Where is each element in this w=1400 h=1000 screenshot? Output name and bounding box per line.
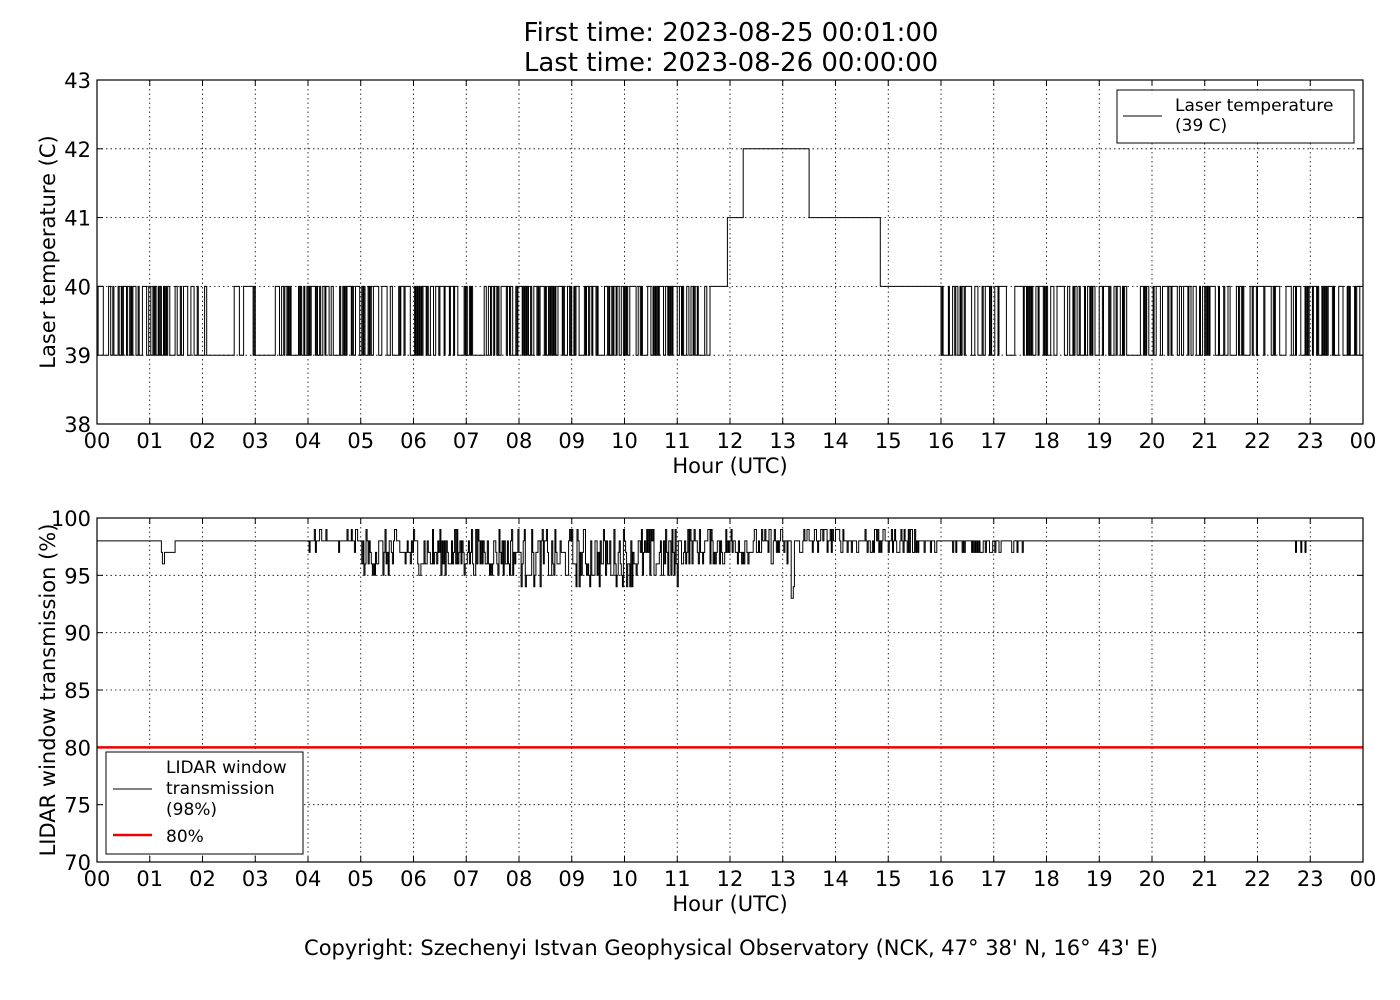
y-tick-label: 42 (64, 138, 91, 162)
y-axis-label: LIDAR window transmission (%) (36, 524, 60, 857)
y-tick-label: 85 (64, 679, 91, 703)
y-tick-label: 39 (64, 344, 91, 368)
x-tick-label: 00 (1350, 867, 1377, 891)
x-tick-label: 03 (242, 867, 269, 891)
x-tick-label: 01 (136, 429, 163, 453)
x-tick-label: 01 (136, 867, 163, 891)
x-tick-label: 11 (664, 429, 691, 453)
x-tick-label: 06 (400, 867, 427, 891)
y-tick-label: 90 (64, 622, 91, 646)
x-tick-label: 00 (84, 429, 111, 453)
x-tick-label: 10 (611, 429, 638, 453)
x-tick-label: 09 (558, 867, 585, 891)
x-tick-label: 17 (980, 867, 1007, 891)
x-tick-label: 16 (928, 429, 955, 453)
legend-box (105, 751, 304, 855)
x-tick-label: 03 (242, 429, 269, 453)
y-tick-label: 80 (64, 736, 91, 760)
y-tick-label: 95 (64, 564, 91, 588)
x-tick-label: 14 (822, 867, 849, 891)
x-tick-label: 08 (506, 867, 533, 891)
x-tick-label: 13 (769, 429, 796, 453)
x-tick-label: 14 (822, 429, 849, 453)
x-tick-label: 00 (1350, 429, 1377, 453)
x-tick-label: 22 (1244, 429, 1271, 453)
x-tick-label: 21 (1191, 429, 1218, 453)
x-tick-label: 04 (295, 867, 322, 891)
y-tick-label: 75 (64, 794, 91, 818)
legend-label: 80% (166, 827, 204, 847)
x-tick-label: 12 (717, 867, 744, 891)
x-tick-label: 04 (295, 429, 322, 453)
y-tick-label: 100 (51, 507, 91, 531)
x-axis-label: Hour (UTC) (672, 454, 787, 478)
lidar-transmission-chart: 00 01 02 03 04 05 06 07 08 09 10 11 12 13 14 15 16 17 18 19… (36, 507, 1376, 916)
lidar-transmission-line (97, 529, 1363, 599)
x-tick-label: 16 (928, 867, 955, 891)
x-tick-label: 20 (1139, 429, 1166, 453)
title-first-time: First time: 2023-08-25 00:01:00 (523, 18, 939, 48)
x-tick-label: 02 (189, 867, 216, 891)
y-axis-label: Laser temperature (C) (36, 135, 60, 368)
x-tick-label: 05 (347, 867, 374, 891)
x-tick-label: 09 (558, 429, 585, 453)
x-tick-label: 22 (1244, 867, 1271, 891)
legend-label: (39 C) (1175, 116, 1227, 136)
x-tick-label: 08 (506, 429, 533, 453)
legend-label: LIDAR window (166, 758, 287, 778)
x-tick-label: 19 (1086, 867, 1113, 891)
x-tick-label: 05 (347, 429, 374, 453)
legend: Laser temperature(39 C) (1116, 89, 1355, 144)
x-tick-label: 18 (1033, 429, 1060, 453)
copyright-footer: Copyright: Szechenyi Istvan Geophysical … (304, 936, 1158, 960)
x-tick-label: 07 (453, 429, 480, 453)
x-tick-label: 15 (875, 867, 902, 891)
y-tick-label: 70 (64, 851, 91, 875)
x-tick-label: 00 (84, 867, 111, 891)
x-tick-label: 02 (189, 429, 216, 453)
x-tick-label: 12 (717, 429, 744, 453)
x-tick-label: 21 (1191, 867, 1218, 891)
laser-temperature-line (97, 148, 1364, 356)
x-tick-label: 15 (875, 429, 902, 453)
title-last-time: Last time: 2023-08-26 00:00:00 (523, 48, 939, 78)
y-tick-label: 40 (64, 275, 91, 299)
y-tick-label: 43 (64, 69, 91, 93)
x-tick-label: 10 (611, 867, 638, 891)
x-tick-label: 06 (400, 429, 427, 453)
x-tick-label: 13 (769, 867, 796, 891)
laser-temperature-chart: 00 01 02 03 04 05 06 07 08 09 10 11 12 13 14 15 16 17 18 19… (36, 69, 1376, 478)
y-tick-label: 41 (64, 207, 91, 231)
plot-frame (96, 79, 1364, 425)
x-tick-label: 17 (980, 429, 1007, 453)
x-tick-label: 11 (664, 867, 691, 891)
x-tick-label: 18 (1033, 867, 1060, 891)
x-tick-label: 23 (1297, 867, 1324, 891)
x-tick-label: 19 (1086, 429, 1113, 453)
x-tick-label: 07 (453, 867, 480, 891)
plot-frame (96, 517, 1364, 863)
x-axis-label: Hour (UTC) (672, 892, 787, 916)
legend-label: Laser temperature (1175, 96, 1333, 116)
x-tick-label: 23 (1297, 429, 1324, 453)
legend-label: transmission (166, 779, 275, 799)
x-tick-label: 20 (1139, 867, 1166, 891)
y-tick-label: 38 (64, 413, 91, 437)
legend-label: (98%) (166, 800, 217, 820)
